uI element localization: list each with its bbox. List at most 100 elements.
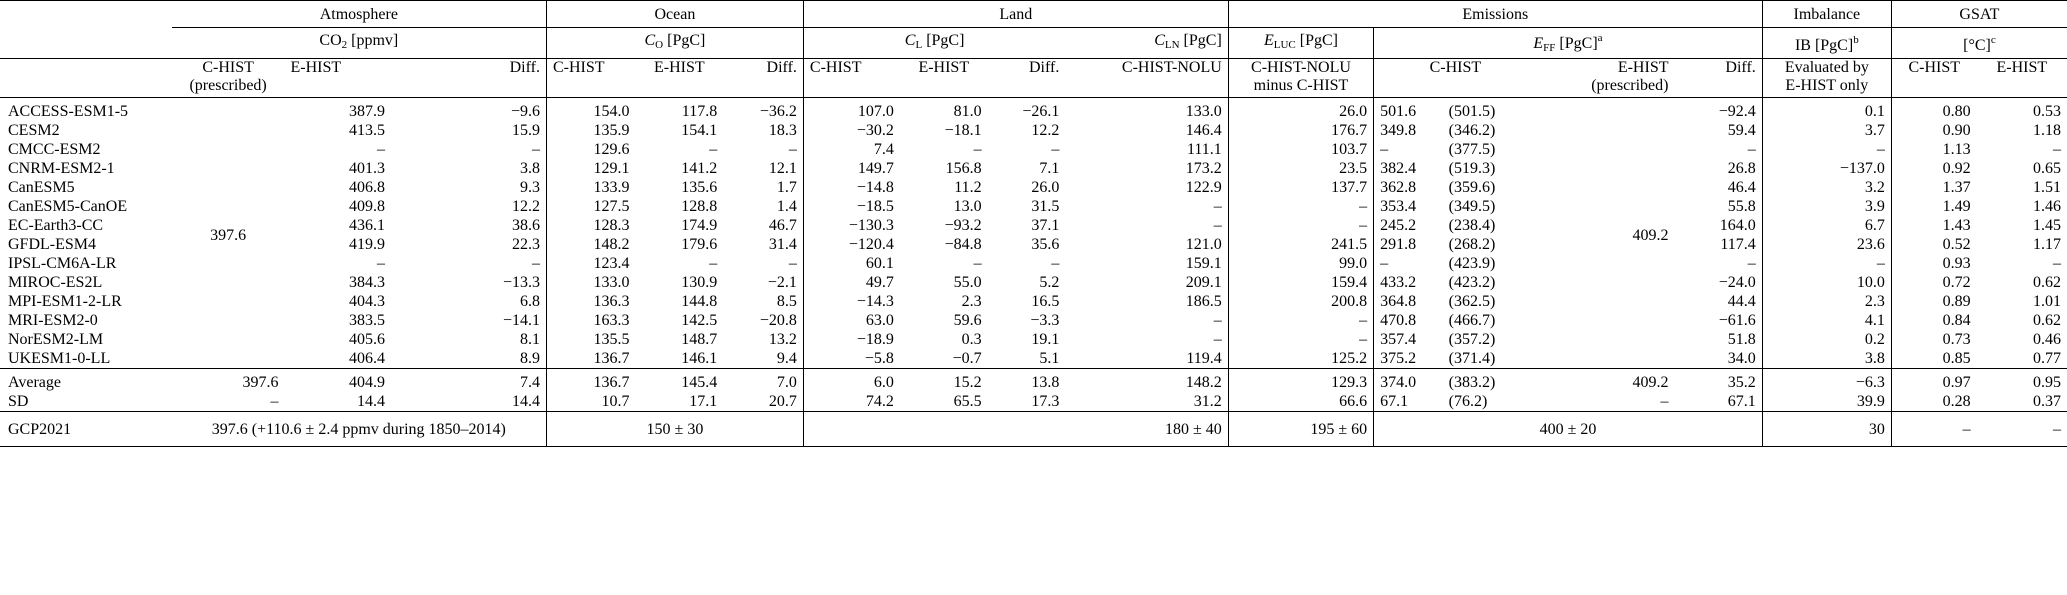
imbalance-cell: −6.3 (1761, 368, 1892, 392)
land-diff-cell: 26.0 (1031, 179, 1060, 196)
ocean-chist-cell: 129.1 (545, 159, 636, 178)
co2-ehist-cell: 419.9 (349, 236, 386, 253)
table-row: UKESM1-0-LL 406.4 8.9 136.7 146.1 9.4 −5.8 −0.7… (0, 349, 2067, 369)
land-ehist-cell: 15.2 (899, 368, 988, 392)
land-chist-cell: 60.1 (802, 254, 900, 273)
co2-ehist-cell: 409.8 (349, 198, 386, 215)
eff-diff-cell: 35.2 (1674, 368, 1763, 392)
gsat-chist-cell: 1.49 (1890, 197, 1977, 216)
land-diff-cell: −3.3 (1030, 312, 1060, 329)
land-chist-cell: 74.2 (802, 392, 900, 412)
eff-chist-paren-cell: (466.7) (1448, 312, 1496, 329)
co2-ehist-cell: 405.6 (349, 331, 386, 348)
summary-name: Average (0, 368, 172, 392)
land-chist-cell: 63.0 (802, 311, 900, 330)
gsat-ehist-cell: 0.37 (2033, 393, 2061, 410)
land-ehist-cell: −0.7 (952, 350, 982, 367)
unit-co2: CO2 [ppmv] (171, 27, 547, 59)
gsat-ehist-cell: 1.46 (2033, 198, 2061, 215)
land-diff-cell: 31.5 (1031, 198, 1060, 215)
col-eluc-1: C-HIST-NOLU (1227, 58, 1374, 77)
eff-chist-paren-cell: (519.3) (1448, 160, 1496, 177)
ocean-diff-cell: 1.7 (776, 179, 797, 196)
model-name: MRI-ESM2-0 (8, 312, 98, 329)
eluc-cell: 66.6 (1227, 392, 1374, 412)
model-name: IPSL-CM6A-LR (8, 255, 117, 272)
gsat-ehist-cell: 0.77 (2033, 350, 2061, 367)
ocean-chist-cell: 136.7 (545, 368, 636, 392)
header-columns-row-2: (prescribed) minus C-HIST (prescribed) E… (0, 77, 2067, 98)
land-diff-cell: 19.1 (1031, 331, 1060, 348)
land-diff-cell: 35.6 (1031, 236, 1060, 253)
imbalance-cell: – (1761, 140, 1892, 159)
eff-diff-cell: 46.4 (1727, 179, 1756, 196)
land-nolu-cell: 122.9 (1185, 179, 1222, 196)
eluc-cell: – (1227, 311, 1374, 330)
table-row: IPSL-CM6A-LR – –123.4– –60.1– –159.1 99.0– (42… (0, 254, 2067, 273)
co2-ehist-cell: 413.5 (349, 122, 386, 139)
imbalance-cell: 10.0 (1761, 273, 1892, 292)
eff-ehist-cell: – (1660, 393, 1669, 410)
eff-chist-paren-cell: (238.4) (1448, 217, 1496, 234)
ocean-ehist-cell: – (709, 255, 718, 272)
table-row: CMCC-ESM2– –129.6– –7.4– –111.1 103.7– (377.5… (0, 140, 2067, 159)
ocean-diff-cell: 31.4 (768, 236, 797, 253)
ocean-diff-cell: 8.5 (776, 293, 797, 310)
col-cl-chist: C-HIST (802, 58, 900, 77)
land-nolu-cell: 159.1 (1185, 255, 1222, 272)
eff-chist-cell: 353.4 (1373, 197, 1443, 216)
eff-ehist-prescribed-value: 409.2 (1536, 97, 1675, 369)
col-eluc-2: minus C-HIST (1227, 77, 1374, 98)
ocean-diff-cell: 18.3 (768, 122, 797, 139)
eff-chist-cell: 501.6 (1373, 97, 1443, 121)
eff-chist-cell: 374.0 (1373, 368, 1443, 392)
col-co-diff: Diff. (723, 58, 804, 77)
land-chist-cell: −120.4 (802, 235, 900, 254)
land-ehist-cell: 0.3 (961, 331, 982, 348)
land-chist-cell: −14.3 (802, 292, 900, 311)
ocean-chist-cell: 136.3 (545, 292, 636, 311)
ocean-diff-cell: 12.1 (768, 160, 797, 177)
imbalance-cell: 0.1 (1761, 97, 1892, 121)
land-ehist-cell: – (973, 141, 982, 158)
eff-chist-paren-cell: (349.5) (1448, 198, 1496, 215)
gsat-chist-cell: 0.97 (1890, 368, 1977, 392)
col-cln-nolu: C-HIST-NOLU (1065, 58, 1229, 77)
land-diff-cell: 13.8 (987, 368, 1066, 392)
land-chist-cell: −5.8 (802, 349, 900, 369)
eff-chist-cell: 470.8 (1373, 311, 1443, 330)
eff-diff-cell: – (1747, 141, 1756, 158)
eluc-cell: 200.8 (1227, 292, 1374, 311)
imbalance-cell: 3.9 (1761, 197, 1892, 216)
land-ehist-cell: 11.2 (954, 179, 982, 196)
land-nolu-cell: 31.2 (1193, 393, 1222, 410)
gcp-land: 180 ± 40 (802, 411, 1229, 447)
ocean-ehist-cell: 130.9 (681, 274, 718, 291)
eff-diff-cell: 51.8 (1727, 331, 1756, 348)
gsat-chist-cell: 1.13 (1890, 140, 1977, 159)
land-nolu-cell: – (1213, 331, 1222, 348)
eff-chist-paren-cell: (423.2) (1448, 274, 1496, 291)
ocean-chist-cell: 135.9 (545, 121, 636, 140)
eff-chist-cell: 362.8 (1373, 178, 1443, 197)
co2-diff-cell: 7.4 (391, 368, 547, 392)
eluc-cell: – (1227, 216, 1374, 235)
eff-chist-paren-cell: (76.2) (1448, 393, 1488, 410)
co2-ehist-cell: 14.4 (357, 393, 386, 410)
unit-cln: CLN [PgC] (1065, 27, 1229, 59)
model-name: CESM2 (8, 122, 60, 139)
land-chist-cell: −130.3 (802, 216, 900, 235)
land-ehist-cell: 59.6 (953, 312, 982, 329)
eff-diff-cell: 44.4 (1727, 293, 1756, 310)
ocean-ehist-cell: 135.6 (681, 179, 718, 196)
summary-rows: Average 397.6 404.9 7.4 136.7 145.4 7.0 6.0 15.2… (0, 368, 2067, 412)
eluc-cell: 176.7 (1227, 121, 1374, 140)
gcp-label: GCP2021 (0, 411, 172, 447)
co2-chist-cell: 397.6 (171, 368, 285, 392)
land-diff-cell: −26.1 (987, 97, 1066, 121)
eff-chist-cell: 245.2 (1373, 216, 1443, 235)
imbalance-cell: 6.7 (1761, 216, 1892, 235)
ocean-chist-cell: 10.7 (545, 392, 636, 412)
ocean-diff-cell: 7.0 (723, 368, 804, 392)
unit-gsat: [°C]c (1890, 27, 2067, 59)
